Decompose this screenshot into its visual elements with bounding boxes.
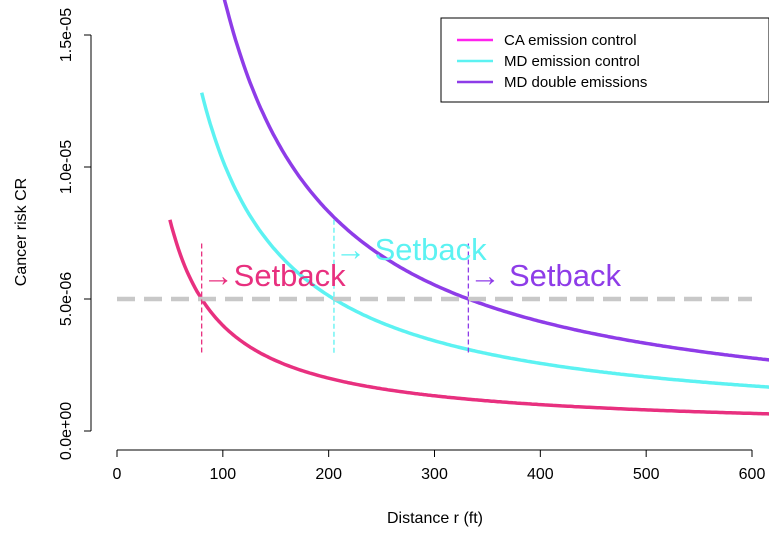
setback-annotation-2: → Setback [335,232,487,267]
x-axis-title: Distance r (ft) [387,510,483,527]
legend-label-2: MD emission control [504,53,640,70]
y-axis: 0.0e+00 5.0e-06 1.0e-05 1.5e-05 [58,8,92,460]
setback-markers-group [201,219,470,354]
x-tick-label-100: 100 [209,466,236,483]
x-tick-label-600: 600 [739,466,766,483]
curves-group [168,0,769,416]
y-tick-label-2: 1.0e-05 [58,140,75,194]
legend-box [440,17,769,103]
series-line-1 [168,219,769,416]
series-line-2 [200,92,769,389]
x-tick-label-300: 300 [421,466,448,483]
setback-annotation-3: → Setback [469,258,621,293]
series-line-3 [222,0,769,362]
legend-label-1: CA emission control [504,32,637,49]
y-tick-label-3: 1.5e-05 [58,8,75,62]
x-tick-label-400: 400 [527,466,554,483]
x-tick-label-200: 200 [315,466,342,483]
setback-annotation-1: →Setback [203,258,347,293]
y-axis-title: Cancer risk CR [13,178,30,286]
annotations-group: →Setback→ Setback→ Setback [203,232,622,293]
x-tick-label-500: 500 [633,466,660,483]
legend: CA emission control MD emission control MD… [440,17,769,103]
x-tick-label-0: 0 [113,466,122,483]
y-tick-label-0: 0.0e+00 [58,402,75,460]
legend-label-3: MD double emissions [504,74,647,91]
x-axis: 0 100 200 300 400 500 600 [113,449,766,483]
y-tick-label-1: 5.0e-06 [58,272,75,326]
